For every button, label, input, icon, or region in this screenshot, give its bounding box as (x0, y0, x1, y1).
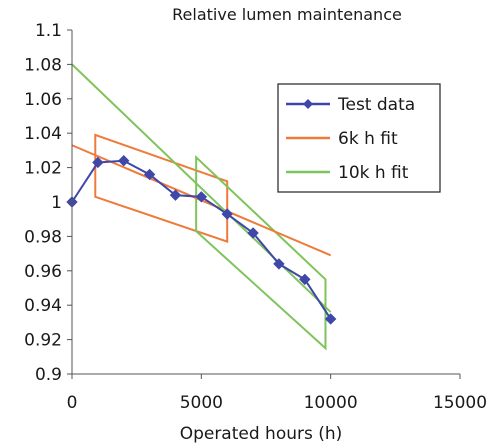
x-tick-label: 10000 (304, 393, 358, 413)
test-data-point (247, 227, 259, 239)
6k-h-fit-band (94, 133, 229, 243)
10k-h-fit-band (195, 154, 327, 351)
y-tick-label: 1.02 (24, 159, 62, 179)
x-axis-label: Operated hours (h) (180, 424, 343, 444)
y-tick-label: 1 (51, 193, 62, 213)
legend-label-6k-h-fit: 6k h fit (338, 129, 398, 149)
legend: Test data 6k h fit 10k h fit (277, 83, 441, 193)
y-tick-label: 1.08 (24, 55, 62, 75)
y-tick-label: 1.04 (24, 124, 62, 144)
test-data-point (273, 258, 285, 270)
test-data-point (195, 191, 208, 203)
x-tick-label: 0 (67, 393, 78, 413)
y-tick-label: 0.98 (24, 227, 62, 247)
axes (67, 29, 461, 379)
legend-label-test-data: Test data (337, 95, 415, 115)
x-tick-label: 15000 (433, 393, 487, 413)
fit-bands (94, 133, 327, 351)
test-data-point (92, 156, 104, 169)
test-data-point (169, 189, 182, 201)
y-tick-label: 0.96 (24, 262, 62, 282)
chart-title: Relative lumen maintenance (172, 5, 402, 24)
test-data-point (221, 208, 233, 220)
legend-label-10k-h-fit: 10k h fit (338, 163, 409, 183)
y-tick-label: 1.1 (35, 21, 62, 41)
test-data-point (324, 313, 337, 325)
x-tick-label: 5000 (180, 393, 223, 413)
legend-marker-test-data (303, 99, 313, 109)
10k-h-fit-line (71, 63, 332, 313)
y-tick-label: 0.94 (24, 296, 62, 316)
test-data-point (118, 155, 130, 167)
y-tick-label: 1.06 (24, 90, 62, 110)
y-tick-label: 0.92 (24, 331, 62, 351)
test-data-point (143, 168, 156, 181)
test-data-point (299, 273, 311, 286)
tick-labels: 0.9 0.92 0.94 0.96 0.98 1 1.02 1.04 1.06 1.08 1.1 0… (24, 21, 487, 413)
y-tick-label: 0.9 (35, 365, 62, 385)
